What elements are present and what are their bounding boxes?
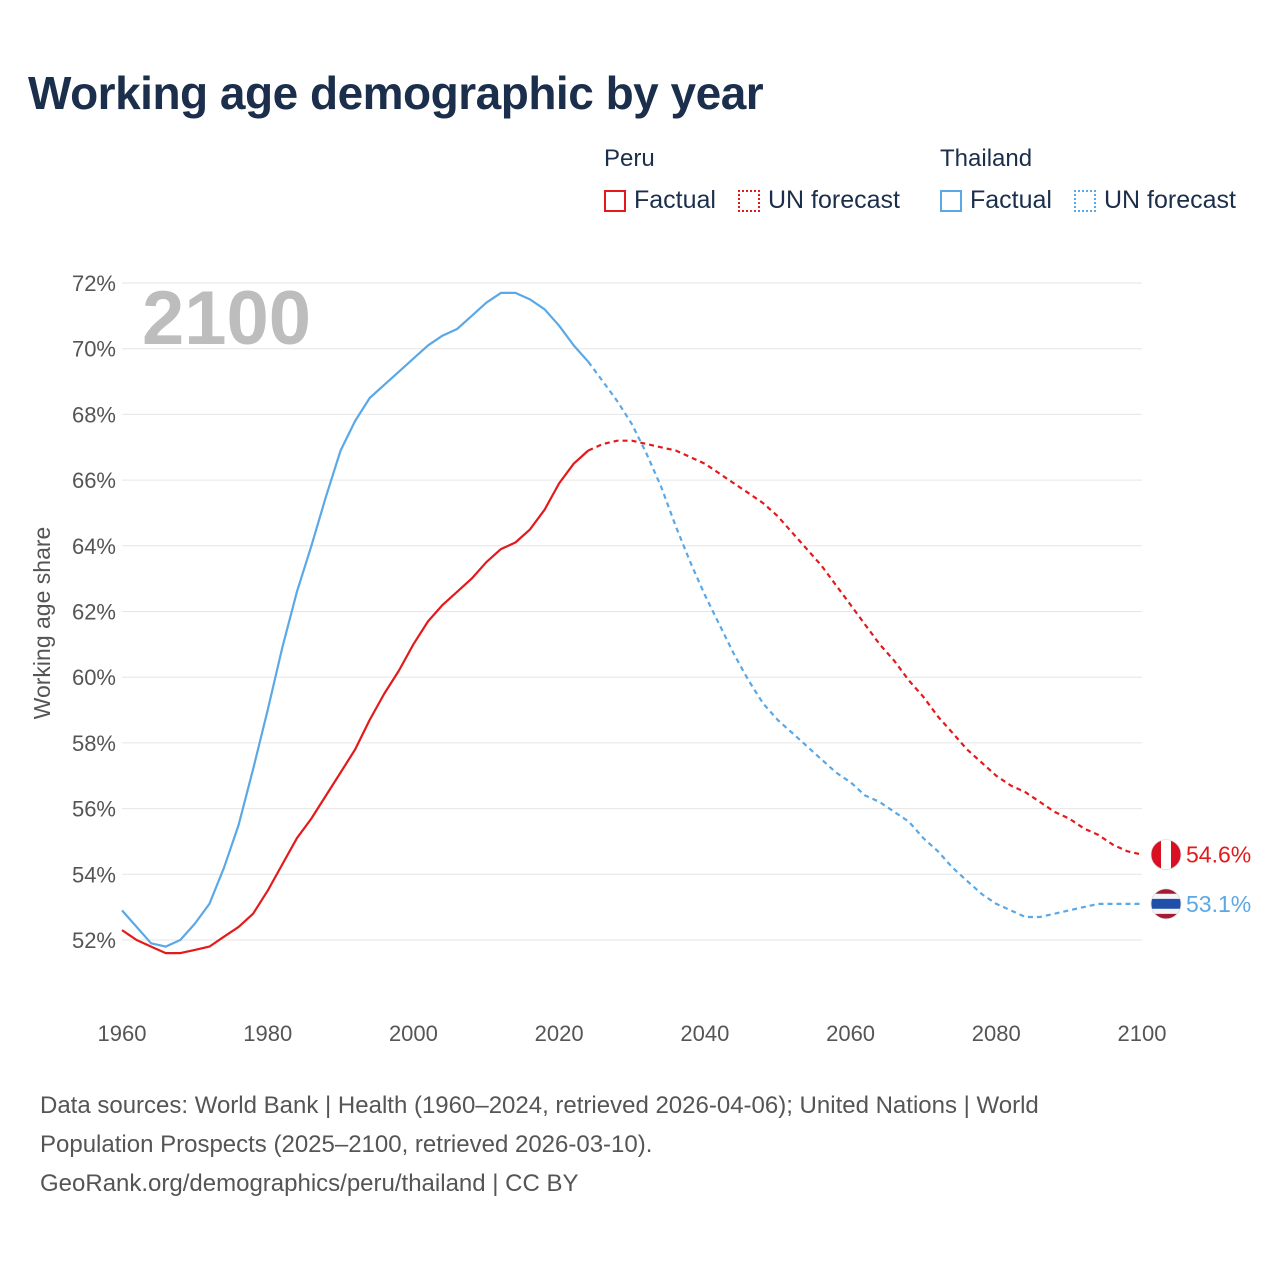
legend-group-peru: Peru — [604, 145, 655, 172]
thailand-end-value-label: 53.1% — [1186, 891, 1251, 917]
y-tick-label: 58% — [72, 731, 116, 756]
y-tick-label: 72% — [72, 271, 116, 296]
series — [121, 291, 1143, 955]
y-tick-label: 62% — [72, 600, 116, 625]
legend-swatch-dotted-icon — [1074, 189, 1096, 212]
legend-item-thailand-factual[interactable]: Factual — [940, 186, 1052, 215]
peru-forecast-line — [587, 439, 1143, 856]
x-tick-label: 1960 — [98, 1021, 147, 1046]
thailand-flag-icon — [1150, 888, 1182, 920]
y-tick-label: 64% — [72, 534, 116, 559]
gridlines — [122, 282, 1142, 941]
x-tick-label: 2000 — [389, 1021, 438, 1046]
y-axis: 52% 54% 56% 58% 60% 62% 64% 66% 68% 70% 72% — [72, 271, 116, 953]
peru-flag-icon — [1150, 839, 1182, 870]
legend-swatch-solid-icon — [604, 189, 626, 212]
legend-item-peru-factual[interactable]: Factual — [604, 186, 716, 215]
peru-factual-line — [121, 449, 590, 955]
y-tick-label: 66% — [72, 468, 116, 493]
thailand-forecast-line — [587, 361, 1142, 919]
y-tick-label: 70% — [72, 337, 116, 362]
x-tick-label: 2060 — [826, 1021, 875, 1046]
y-tick-label: 52% — [72, 928, 116, 953]
x-tick-label: 2100 — [1118, 1021, 1167, 1046]
legend-group-thailand: Thailand — [940, 145, 1033, 172]
y-tick-label: 68% — [72, 402, 116, 427]
peru-end-value-label: 54.6% — [1186, 842, 1251, 868]
legend-item-thailand-forecast[interactable]: UN forecast — [1074, 186, 1236, 215]
legend-swatch-dotted-icon — [738, 189, 760, 212]
x-tick-label: 1980 — [243, 1021, 292, 1046]
x-axis: 1960 1980 2000 2020 2040 2060 2080 2100 — [98, 1021, 1167, 1046]
legend-label: Factual — [634, 186, 716, 214]
footer: Data sources: World Bank | Health (1960–… — [40, 1086, 1240, 1203]
thailand-factual-line — [121, 291, 590, 948]
legend-label: Factual — [970, 186, 1052, 214]
legend-item-peru-forecast[interactable]: UN forecast — [738, 186, 900, 215]
legend-label: UN forecast — [1104, 186, 1236, 214]
footer-sources-line2: Population Prospects (2025–2100, retriev… — [40, 1131, 653, 1158]
x-tick-label: 2080 — [972, 1021, 1021, 1046]
chart-title: Working age demographic by year — [28, 67, 764, 119]
end-markers: 54.6% 53.1% — [1150, 839, 1251, 920]
y-tick-label: 60% — [72, 665, 116, 690]
y-tick-label: 56% — [72, 797, 116, 822]
legend-swatch-solid-icon — [940, 189, 962, 212]
footer-sources-line1: Data sources: World Bank | Health (1960–… — [40, 1092, 1039, 1119]
x-tick-label: 2040 — [680, 1021, 729, 1046]
year-watermark: 2100 — [142, 276, 311, 361]
y-tick-label: 54% — [72, 862, 116, 887]
y-axis-title: Working age share — [29, 527, 55, 720]
footer-attribution: GeoRank.org/demographics/peru/thailand |… — [40, 1170, 579, 1197]
legend-label: UN forecast — [768, 186, 900, 214]
x-tick-label: 2020 — [535, 1021, 584, 1046]
